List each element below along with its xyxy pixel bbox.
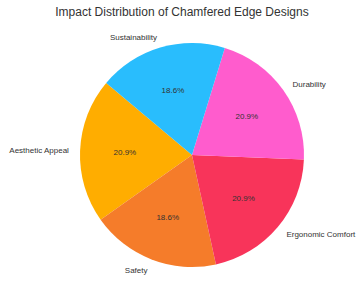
svg-text:Aesthetic Appeal: Aesthetic Appeal [9, 146, 69, 155]
html-text:Impact Distribution of Chamfer: Impact Distribution of Chamfered Edge De… [55, 5, 309, 19]
svg-text:20.9%: 20.9% [114, 148, 137, 157]
svg-text:Durability: Durability [293, 80, 326, 89]
svg-text:Safety: Safety [125, 266, 148, 275]
svg-text:20.9%: 20.9% [235, 112, 258, 121]
svg-text:20.9%: 20.9% [232, 194, 255, 203]
svg-text:18.6%: 18.6% [156, 213, 179, 222]
svg-text:Sustainability: Sustainability [110, 33, 157, 42]
svg-text:Ergonomic Comfort: Ergonomic Comfort [286, 230, 356, 239]
svg-text:18.6%: 18.6% [162, 86, 185, 95]
